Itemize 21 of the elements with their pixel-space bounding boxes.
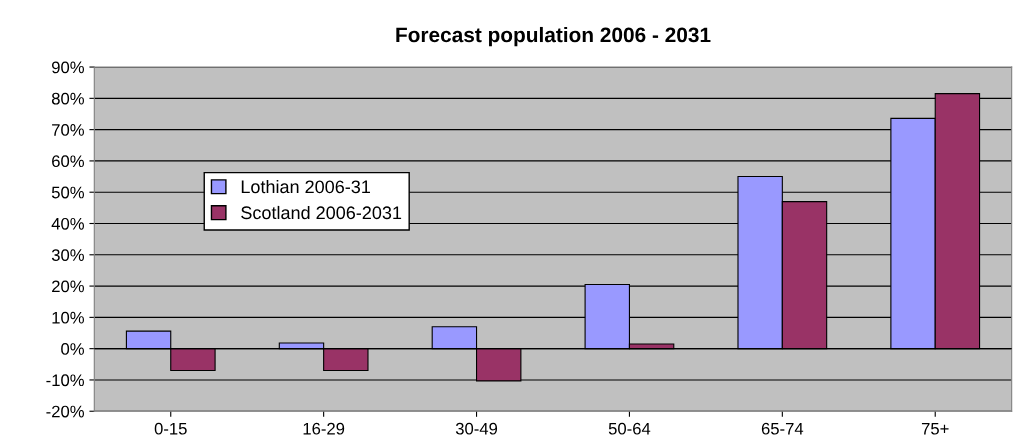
y-tick-label: 20% [52,280,84,293]
x-tick-label: 16-29 [303,422,345,435]
legend-label: Lothian 2006-31 [241,179,370,194]
x-tick-label: 75+ [921,422,949,435]
x-tick-label: 50-64 [608,422,651,435]
y-tick-label: 70% [52,124,84,136]
x-tick-label: 65-74 [761,422,804,435]
y-tick-label: 90% [52,61,84,74]
y-tick-label: 40% [51,217,84,230]
chart-title: Forecast population 2006 - 2031 [396,26,711,47]
y-tick-label: -10% [46,374,84,387]
y-tick-label: 80% [51,92,84,105]
y-tick-label: -20% [46,405,84,418]
y-tick-label: 0% [61,343,84,355]
x-tick-label: 0-15 [154,422,187,435]
y-tick-label: 50% [51,186,84,199]
x-tick-label: 30-49 [455,422,498,435]
y-tick-label: 60% [52,155,84,168]
y-tick-label: 10% [52,311,84,324]
y-tick-label: 30% [51,249,84,261]
legend-label: Scotland 2006-2031 [241,205,402,220]
